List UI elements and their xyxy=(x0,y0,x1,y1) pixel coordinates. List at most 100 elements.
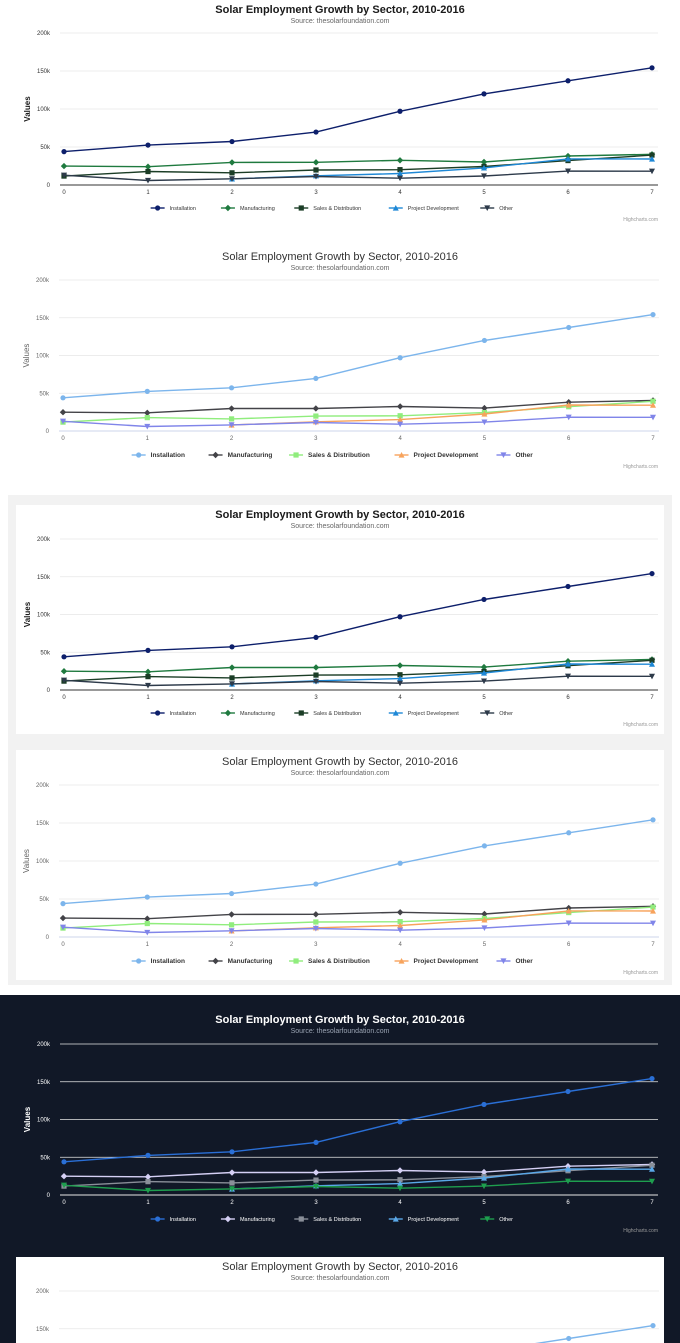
legend-item-manufacturing: Manufacturing xyxy=(220,1215,275,1223)
y-tick-label: 150k xyxy=(37,1080,51,1086)
marker-diamond-4 xyxy=(396,157,404,164)
legend-label: Other xyxy=(499,1217,513,1223)
marker-square-2 xyxy=(229,170,235,176)
legend-label: Project Development xyxy=(414,452,479,459)
legend-label: Sales & Distribution xyxy=(313,1217,361,1223)
series-line-installation xyxy=(62,819,654,905)
marker-square-7 xyxy=(650,398,656,404)
marker-triangle-down-5 xyxy=(481,419,488,426)
x-tick-label: 7 xyxy=(650,190,654,196)
y-tick-label: 50k xyxy=(40,1155,51,1161)
marker-circle-4 xyxy=(397,860,403,866)
marker-diamond-5 xyxy=(480,158,488,166)
legend-label: Sales & Distribution xyxy=(313,711,361,717)
marker-diamond-3 xyxy=(312,1169,320,1176)
legend-item-installation: Installation xyxy=(150,1216,196,1223)
marker-circle-2 xyxy=(650,1322,656,1329)
marker-triangle-down-4 xyxy=(397,175,403,182)
marker-triangle-down-2 xyxy=(229,176,235,182)
marker-square-1 xyxy=(144,415,150,421)
marker-square-4 xyxy=(397,672,403,678)
legend-label: Installation xyxy=(170,711,196,717)
x-tick-label: 0 xyxy=(61,436,65,442)
marker-circle-5 xyxy=(481,91,487,97)
legend-label: Installation xyxy=(170,1217,196,1223)
marker-triangle-4 xyxy=(397,1180,403,1187)
marker-square-legend xyxy=(298,205,304,211)
x-tick-label: 4 xyxy=(398,1200,402,1206)
chart-title: Solar Employment Growth by Sector, 2010-… xyxy=(222,1261,458,1273)
marker-square-1 xyxy=(145,674,151,680)
marker-diamond-legend xyxy=(224,204,232,212)
credits-watermark: Highcharts.com xyxy=(623,217,658,223)
marker-circle-5 xyxy=(481,1101,487,1108)
x-tick-label: 3 xyxy=(314,695,318,701)
x-tick-label: 4 xyxy=(398,190,402,196)
marker-triangle-5 xyxy=(481,670,487,676)
y-tick-label: 50k xyxy=(39,897,50,903)
marker-circle-0 xyxy=(60,901,66,907)
series-line-sales-distribution xyxy=(62,906,654,929)
marker-diamond-2 xyxy=(228,664,236,671)
marker-square-2 xyxy=(229,1180,235,1186)
marker-square-3 xyxy=(313,413,319,419)
marker-triangle-legend xyxy=(398,452,405,458)
marker-triangle-down-2 xyxy=(229,1186,235,1192)
credits-watermark: Highcharts.com xyxy=(623,464,658,470)
marker-triangle-down-0 xyxy=(60,924,66,931)
marker-circle-4 xyxy=(397,1119,403,1125)
marker-square-legend xyxy=(293,958,299,964)
marker-triangle-down-6 xyxy=(565,1178,571,1185)
y-tick-label: 0 xyxy=(46,935,50,941)
y-tick-label: 200k xyxy=(36,1289,50,1295)
marker-diamond-2 xyxy=(228,159,236,166)
x-tick-label: 3 xyxy=(314,190,318,196)
legend-item-manufacturing: Manufacturing xyxy=(220,204,275,212)
marker-square-3 xyxy=(313,1177,319,1183)
series-other xyxy=(61,1178,655,1194)
marker-diamond-3 xyxy=(312,664,320,671)
marker-triangle-6 xyxy=(565,1166,571,1172)
marker-square-1 xyxy=(145,1179,151,1185)
series-line-sales-distribution xyxy=(62,400,654,423)
legend-label: Other xyxy=(499,711,513,717)
legend-label: Manufacturing xyxy=(240,711,275,717)
marker-triangle-legend xyxy=(398,958,405,964)
chart-title: Solar Employment Growth by Sector, 2010-… xyxy=(222,251,458,263)
series-line-installation xyxy=(63,67,653,153)
x-tick-label: 5 xyxy=(482,190,486,196)
series-line-installation xyxy=(63,572,653,658)
marker-triangle-down-7 xyxy=(650,414,656,421)
y-axis-label: Values xyxy=(22,849,31,873)
legend-item-installation: Installation xyxy=(150,710,196,717)
marker-circle-6 xyxy=(565,78,571,84)
marker-triangle-down-2 xyxy=(229,681,235,687)
marker-diamond-5 xyxy=(481,404,488,412)
marker-square-4 xyxy=(397,919,403,925)
marker-diamond-0 xyxy=(60,1172,68,1180)
marker-triangle-5 xyxy=(481,411,488,417)
marker-circle-legend xyxy=(155,205,161,211)
marker-triangle-4 xyxy=(397,170,403,177)
marker-circle-3 xyxy=(313,634,319,641)
x-tick-label: 6 xyxy=(566,1200,570,1206)
marker-diamond-3 xyxy=(312,159,320,166)
marker-diamond-1 xyxy=(144,1173,152,1181)
series-other xyxy=(60,414,656,430)
x-tick-label: 2 xyxy=(230,942,234,948)
chart-subtitle: Source: thesolarfoundation.com xyxy=(291,265,390,272)
x-tick-label: 1 xyxy=(146,942,150,948)
marker-triangle-down-legend xyxy=(484,710,491,716)
marker-triangle-down-3 xyxy=(312,925,319,932)
legend-label: Sales & Distribution xyxy=(308,958,370,965)
series-line-other xyxy=(63,170,653,182)
marker-circle-0 xyxy=(61,1159,67,1165)
marker-triangle-down-4 xyxy=(397,680,403,687)
x-tick-label: 7 xyxy=(651,942,655,948)
series-line-installation xyxy=(63,1077,653,1163)
x-tick-label: 5 xyxy=(483,436,487,442)
marker-square-7 xyxy=(650,904,656,910)
marker-diamond-0 xyxy=(60,667,68,675)
x-tick-label: 0 xyxy=(61,942,65,948)
x-tick-label: 0 xyxy=(62,1200,66,1206)
